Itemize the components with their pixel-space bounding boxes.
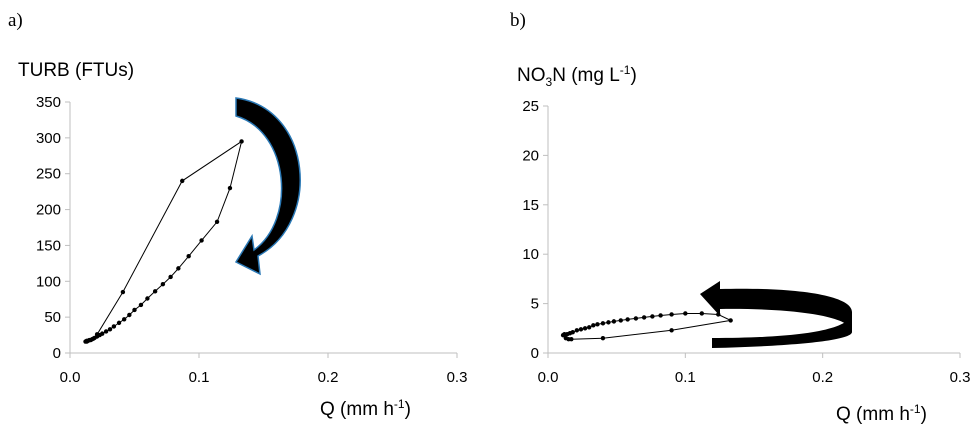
panel-b-data-point (699, 311, 705, 316)
panel-a-x-tick-label: 0.0 (60, 369, 81, 386)
panel-a-data-point (239, 139, 244, 144)
panel-b-data-point (587, 325, 592, 330)
panel-b-y-tick-label: 25 (522, 98, 539, 115)
panel-a-y-tick-label: 250 (36, 166, 61, 183)
panel-a-data-point (176, 266, 181, 271)
panel-b-y-tick-label: 0 (531, 345, 539, 362)
panel-b-data-point (625, 317, 630, 322)
panel-a-data-point (103, 329, 109, 334)
panel-a-y-tick-label: 300 (36, 130, 61, 147)
panel-a-label: a) (8, 10, 23, 31)
panel-b-y-tick-label: 5 (531, 296, 539, 313)
panel-b-data-point (574, 328, 580, 333)
panel-a-data-point (116, 320, 122, 326)
panel-b-data-point (611, 319, 617, 324)
panel-a-y-tick-label: 200 (36, 202, 61, 219)
panel-a-data-point (132, 307, 137, 313)
panel-a-data-point (107, 327, 113, 332)
panel-b-data-point (560, 333, 566, 338)
panel-a-series-line (85, 140, 243, 342)
panel-b-data-point (669, 328, 674, 333)
panel-a-data-point (111, 324, 117, 329)
panel-b-data-point (606, 320, 611, 325)
panel-a-data-point (152, 289, 158, 294)
panel-b-data-point (683, 311, 688, 316)
panel-a-y-tick-label: 100 (36, 273, 61, 290)
panel-a-tick-labels: 0 50 100 150 200 250 300 350 0.0 0.1 0.2 0.3 (36, 94, 467, 386)
panel-a-x-tick-label: 0.2 (318, 369, 339, 386)
panel-b-data-point (569, 336, 574, 342)
panel-b-chart: b) NO3N (mg L-1) Q (mm h-1) 0 5 10 15 20 25 0.… (510, 10, 970, 425)
panel-b-data-point (591, 323, 596, 328)
panel-b-data-point (600, 321, 606, 326)
panel-a-x-tick-label: 0.1 (189, 369, 210, 386)
panel-a-x-axis-title: Q (mm h-1) (320, 397, 411, 420)
panel-b-arrow-lower-band (712, 312, 852, 348)
panel-a-data-point (227, 185, 233, 191)
panel-b-data-point (728, 318, 733, 323)
panel-b-y-tick-label: 20 (522, 147, 539, 164)
panel-a-data-point (138, 302, 144, 308)
panel-a-data-point (180, 178, 185, 184)
panel-b-data-point (600, 335, 606, 341)
panel-b-label: b) (510, 10, 526, 31)
panel-b-y-tick-label: 15 (522, 197, 539, 214)
panel-a-data-point (186, 253, 191, 259)
panel-b-axes (543, 105, 961, 358)
panel-a-data-point (121, 317, 127, 322)
panel-b-x-tick-label: 0.2 (812, 369, 833, 386)
panel-a-data-point (214, 219, 220, 224)
panel-a-chart: a) TURB (FTUs) Q (mm h-1) 0 50 100 150 200 25… (8, 10, 467, 420)
panel-a-series (83, 139, 244, 344)
panel-b-y-tick-label: 10 (522, 246, 539, 263)
panel-a-axes (65, 101, 458, 358)
panel-b-anticlockwise-arrow-icon (700, 281, 852, 332)
panel-a-y-axis-title: TURB (FTUs) (18, 60, 134, 81)
panel-a-data-point (160, 281, 166, 287)
panel-b-x-tick-label: 0.0 (538, 369, 559, 386)
panel-a-data-point (168, 274, 173, 280)
panel-b-data-point (669, 312, 674, 317)
panel-b-data-point (641, 315, 647, 320)
panel-b-tick-labels: 0 5 10 15 20 25 0.0 0.1 0.2 0.3 (522, 98, 970, 386)
panel-b-x-tick-label: 0.1 (675, 369, 696, 386)
panel-b-y-axis-title: NO3N (mg L-1) (517, 63, 637, 89)
panel-a-y-tick-label: 150 (36, 237, 61, 254)
panel-b-data-point (578, 327, 584, 332)
panel-b-series (560, 311, 733, 342)
panel-b-data-point (658, 313, 663, 318)
panel-a-clockwise-arrow-icon (234, 97, 301, 276)
panel-b-data-point (582, 326, 588, 331)
panel-a-data-point (145, 296, 150, 301)
panel-a-y-tick-label: 0 (53, 345, 61, 362)
panel-a-y-tick-label: 350 (36, 94, 61, 111)
panel-b-x-tick-label: 0.3 (950, 369, 971, 386)
panel-a-data-point (199, 238, 204, 243)
panel-b-data-point (595, 322, 600, 327)
panel-b-x-axis-title: Q (mm h-1) (836, 402, 927, 425)
panel-a-y-tick-label: 50 (44, 309, 61, 326)
panel-b-data-point (650, 314, 655, 319)
panel-a-data-point (84, 338, 89, 344)
panel-a-x-tick-label: 0.3 (447, 369, 468, 386)
panel-a-data-point (120, 289, 126, 295)
panel-b-data-point (618, 318, 623, 323)
panel-a-data-point (127, 312, 132, 318)
panel-b-data-point (633, 316, 639, 321)
